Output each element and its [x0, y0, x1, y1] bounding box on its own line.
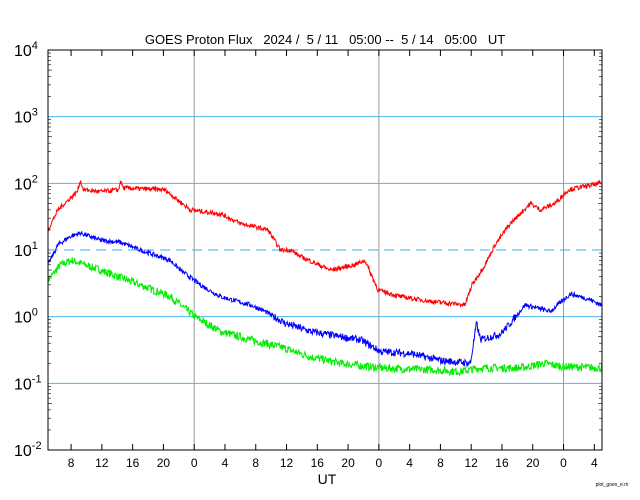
- y-tick-exponent: 3: [32, 107, 38, 119]
- x-tick-label: 16: [495, 456, 509, 470]
- y-tick-label: 10-1: [14, 373, 42, 393]
- x-tick-label: 20: [341, 456, 355, 470]
- y-tick-label: 101: [14, 240, 38, 260]
- y-tick-exponent: 2: [32, 173, 38, 185]
- y-tick-base: 10: [14, 43, 32, 60]
- series-line-10-mev-mev: [47, 231, 603, 368]
- y-tick-label: 102: [14, 173, 38, 193]
- y-tick-exponent: 1: [32, 240, 38, 252]
- x-tick-label: 8: [68, 456, 75, 470]
- x-tick-label: 16: [126, 456, 140, 470]
- x-tick-label: 12: [465, 456, 479, 470]
- x-tick-label: 12: [280, 456, 294, 470]
- chart-title: GOES Proton Flux 2024 / 5 / 11 05:00 -- …: [145, 32, 505, 47]
- x-axis-label: UT: [318, 471, 337, 487]
- axis-ticks: 8 12 16 20 0 4 8 12 16 20 0 4 8 12 16 20 0 41041031021011…: [14, 40, 602, 470]
- y-tick-label: 10-2: [14, 440, 42, 460]
- x-tick-label: 16: [311, 456, 325, 470]
- y-tick-base: 10: [14, 310, 32, 327]
- x-tick-label: 8: [437, 456, 444, 470]
- x-tick-label: 20: [157, 456, 171, 470]
- series-group: [47, 179, 603, 377]
- footer-label: plot_goes_e.m: [596, 482, 629, 488]
- x-tick-label: 4: [591, 456, 598, 470]
- y-tick-base: 10: [14, 243, 32, 260]
- y-tick-base: 10: [14, 176, 32, 193]
- y-tick-exponent: -1: [32, 373, 42, 385]
- x-tick-label: 0: [560, 456, 567, 470]
- y-tick-label: 104: [14, 40, 38, 60]
- y-tick-base: 10: [14, 110, 32, 127]
- x-tick-label: 4: [406, 456, 413, 470]
- x-tick-label: 4: [222, 456, 229, 470]
- gridlines: [48, 50, 602, 450]
- x-tick-label: 12: [95, 456, 109, 470]
- y-tick-exponent: 4: [32, 40, 38, 52]
- x-tick-label: 0: [376, 456, 383, 470]
- y-tick-label: 100: [14, 307, 38, 327]
- y-tick-base: 10: [14, 376, 32, 393]
- y-tick-base: 10: [14, 443, 32, 460]
- series-line-1-mev-mev: [47, 179, 603, 309]
- plot-frame: [47, 49, 603, 451]
- y-tick-label: 103: [14, 107, 38, 127]
- y-tick-exponent: 0: [32, 307, 38, 319]
- series-line-100-mev-mev: [47, 257, 603, 377]
- x-tick-label: 0: [191, 456, 198, 470]
- y-tick-exponent: -2: [32, 440, 42, 452]
- x-tick-label: 8: [252, 456, 259, 470]
- x-tick-label: 20: [526, 456, 540, 470]
